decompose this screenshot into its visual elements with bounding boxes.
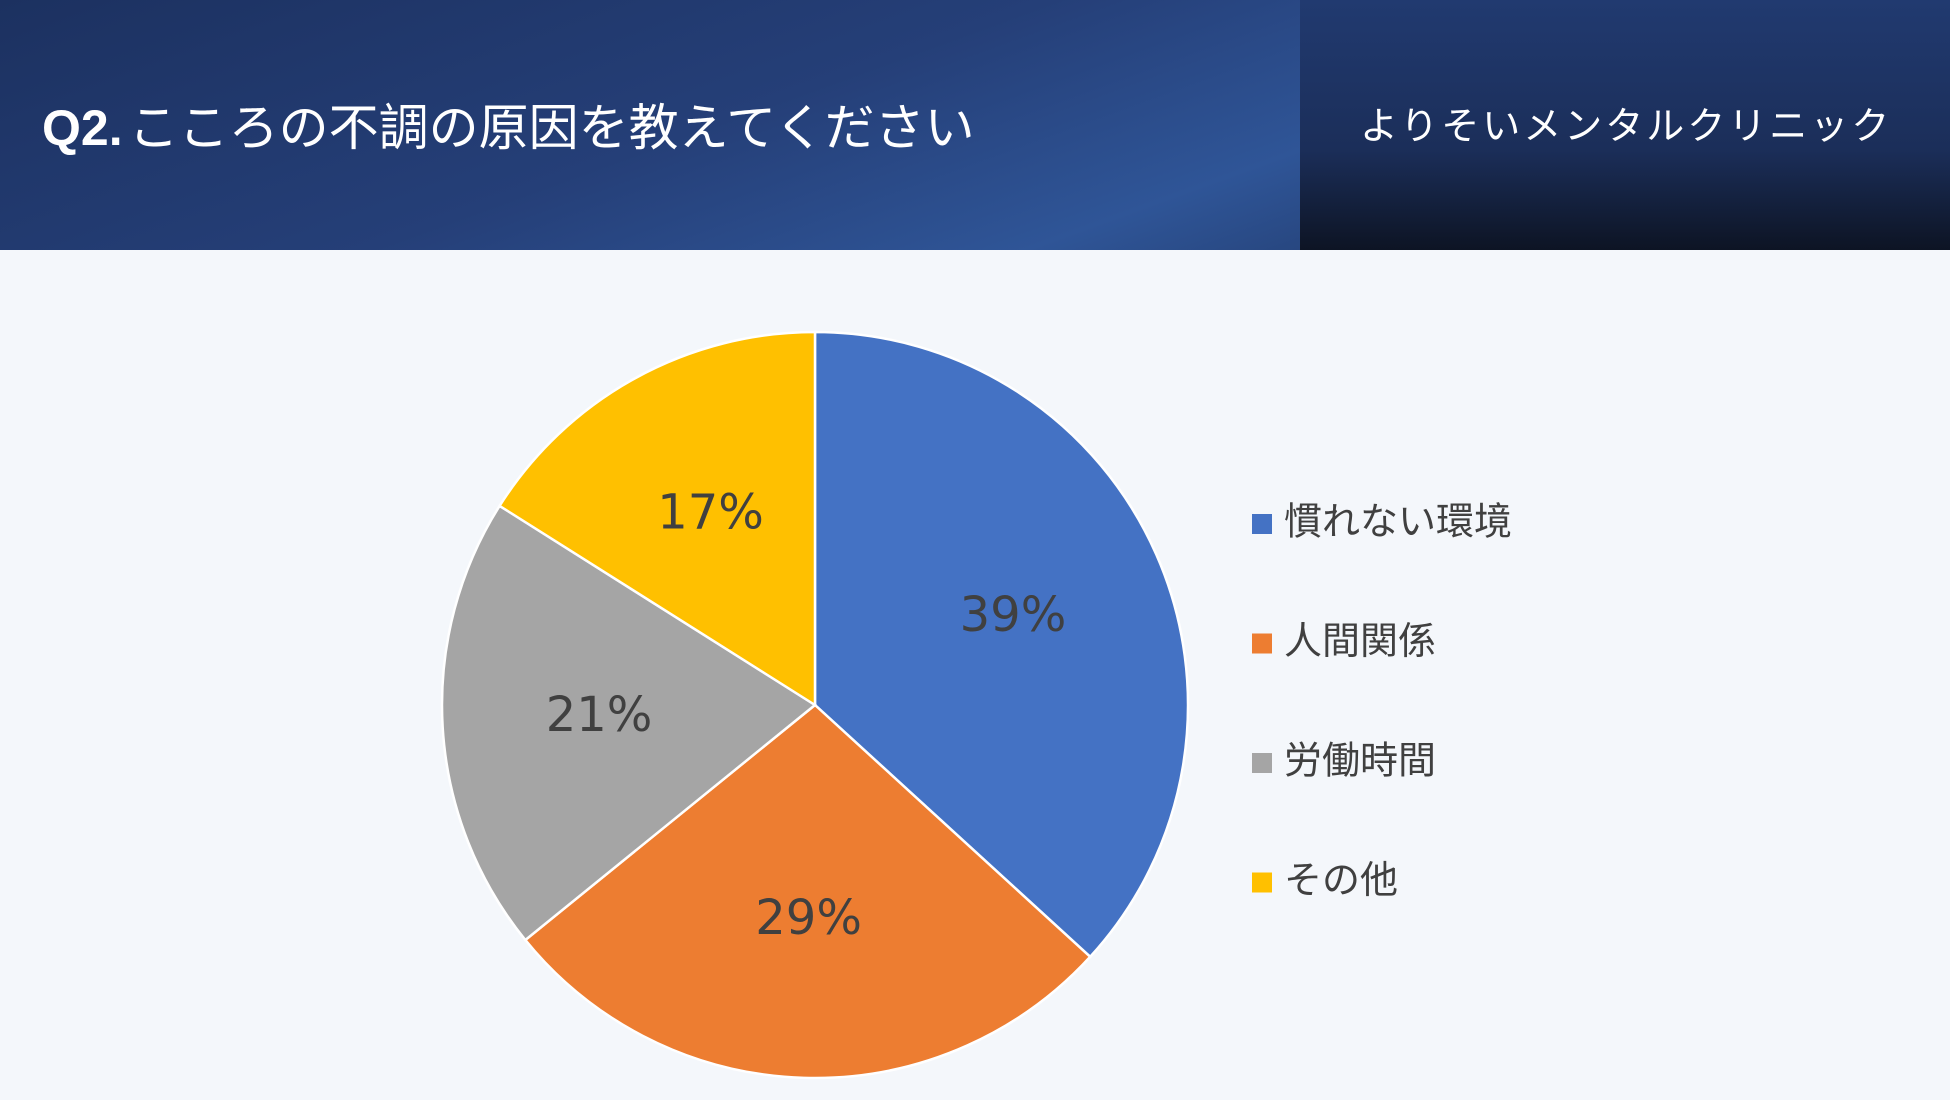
title-prefix: Q2. xyxy=(42,100,123,156)
page-title: Q2. こころの不調の原因を教えてください xyxy=(42,88,975,160)
legend-swatch xyxy=(1252,633,1272,654)
title-text: こころの不調の原因を教えてください xyxy=(128,99,975,157)
pie-slice xyxy=(813,330,1190,959)
data-label: 39% xyxy=(960,587,1067,643)
data-label: 21% xyxy=(546,687,653,743)
header-panel xyxy=(1300,0,1950,250)
legend-label: その他 xyxy=(1284,858,1398,902)
legend-swatch xyxy=(1252,514,1272,534)
legend-label: 慣れない環境 xyxy=(1284,500,1512,544)
legend-label: 人間関係 xyxy=(1284,619,1436,663)
data-label: 29% xyxy=(755,890,862,946)
header: Q2. こころの不調の原因を教えてください よりそいメンタルクリニック xyxy=(0,0,1950,250)
data-label: 17% xyxy=(657,485,764,541)
pie-slice xyxy=(440,504,818,942)
legend-label: 労働時間 xyxy=(1284,739,1436,783)
pie-slice xyxy=(497,330,817,708)
legend-swatch xyxy=(1252,753,1272,773)
legend-swatch xyxy=(1252,872,1272,893)
organization: よりそいメンタルクリニック xyxy=(1360,104,1893,148)
pie-slice xyxy=(523,703,1092,1080)
